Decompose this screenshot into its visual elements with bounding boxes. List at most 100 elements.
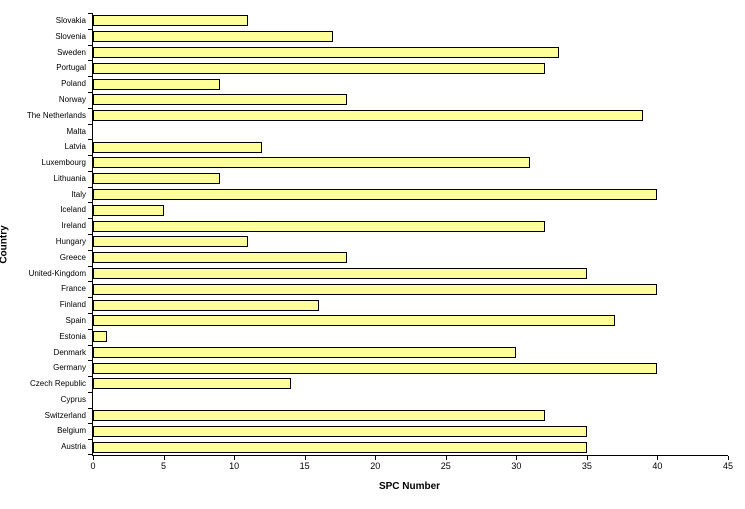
bar-austria: [93, 441, 587, 453]
bar-estonia: [93, 331, 108, 343]
y-axis-tick: [88, 266, 92, 267]
category-label: Hungary: [55, 237, 86, 246]
y-axis-tick: [88, 423, 92, 424]
chart-row: United-Kingdom: [29, 266, 728, 282]
chart-row: Cyprus: [61, 392, 728, 408]
chart-row: Ireland: [62, 218, 728, 234]
bar-sweden: [93, 46, 559, 58]
bar-iceland: [93, 204, 164, 216]
bar-latvia: [93, 141, 263, 153]
x-axis-tick: [586, 456, 588, 460]
category-label: Sweden: [57, 47, 86, 57]
x-axis-tick-label: 40: [652, 461, 663, 471]
chart-row: Slovenia: [55, 29, 728, 45]
category-label: Italy: [71, 189, 86, 199]
chart-row: Latvia: [65, 139, 728, 155]
y-axis-tick: [88, 297, 92, 298]
category-label: Slovenia: [55, 31, 86, 41]
bar-slovakia: [93, 15, 249, 27]
bar-slovenia: [93, 31, 333, 43]
y-axis-tick: [88, 360, 92, 361]
y-axis-tick: [88, 108, 92, 109]
chart-row: France: [61, 281, 728, 297]
category-label: Denmark: [53, 347, 86, 357]
y-axis-tick: [88, 376, 92, 377]
x-axis-tick-label: 20: [370, 461, 381, 471]
chart-row: Portugal: [56, 60, 728, 76]
bar-belgium: [93, 425, 587, 437]
bar-norway: [93, 94, 347, 106]
chart-row: Sweden: [57, 45, 728, 61]
category-label: Iceland: [60, 205, 86, 215]
category-label: Estonia: [59, 331, 86, 341]
category-label: United-Kingdom: [28, 268, 86, 278]
chart-row: Iceland: [60, 202, 728, 218]
category-label: Ireland: [61, 221, 86, 231]
x-axis-tick-label: 35: [581, 461, 592, 471]
bar-ireland: [93, 220, 545, 232]
x-axis-tick-label: 10: [229, 461, 240, 471]
category-label: Finland: [59, 300, 86, 310]
y-axis-tick: [88, 392, 92, 393]
bar-the-netherlands: [93, 110, 644, 122]
bar-denmark: [93, 346, 517, 358]
category-label: Malta: [66, 126, 86, 136]
category-label: Greece: [59, 252, 86, 262]
y-axis-tick: [88, 202, 92, 203]
category-label: Cyprus: [60, 394, 86, 404]
x-axis-tick: [93, 456, 94, 460]
bar-hungary: [93, 236, 249, 248]
x-axis-title: SPC Number: [378, 481, 441, 492]
bar-finland: [93, 299, 319, 311]
x-axis-tick: [516, 456, 518, 460]
plot-area: Slovakia Slovenia Sweden Portugal Poland Norw…: [27, 13, 733, 471]
category-label: Norway: [58, 94, 86, 104]
x-axis-tick: [163, 456, 165, 460]
category-label: Lithuania: [53, 173, 86, 183]
y-axis-tick: [88, 345, 92, 346]
y-axis-tick: [88, 408, 92, 409]
x-axis-tick-label: 15: [299, 461, 310, 471]
chart-row: Belgium: [57, 423, 728, 439]
x-axis-tick: [445, 456, 447, 460]
chart-row: Austria: [61, 439, 728, 455]
y-axis-tick: [88, 171, 92, 172]
category-label: Czech Republic: [29, 379, 86, 389]
y-axis-tick: [88, 60, 92, 61]
bar-portugal: [93, 62, 545, 74]
y-axis-tick: [88, 29, 92, 30]
chart-row: Lithuania: [54, 171, 728, 187]
category-label: France: [61, 284, 86, 294]
x-axis-tick: [304, 456, 306, 460]
chart-row: Norway: [59, 92, 728, 108]
bar-united-kingdom: [93, 267, 587, 279]
category-label: Austria: [61, 442, 86, 452]
category-label: Spain: [65, 315, 86, 325]
category-label: Switzerland: [44, 410, 86, 420]
category-label: Germany: [53, 363, 86, 373]
x-axis-tick: [657, 456, 659, 460]
chart-row: Czech Republic: [30, 376, 728, 392]
category-label: Belgium: [57, 426, 86, 436]
bar-france: [93, 283, 658, 295]
chart-row: Greece: [60, 250, 728, 266]
chart-row: Estonia: [59, 329, 728, 345]
chart-row: Denmark: [54, 345, 728, 361]
chart-row: The Netherlands: [27, 108, 728, 124]
category-label: The Netherlands: [26, 110, 86, 120]
chart-row: Finland: [60, 297, 728, 313]
y-axis-tick: [88, 281, 92, 282]
category-label: Poland: [61, 79, 86, 89]
y-axis-tick: [88, 187, 92, 188]
y-axis-tick: [88, 13, 92, 14]
chart-row: Germany: [53, 360, 728, 376]
y-axis-tick: [88, 45, 92, 46]
category-label: Portugal: [56, 63, 86, 73]
x-axis-tick-label: 30: [511, 461, 522, 471]
bar-luxembourg: [93, 157, 531, 169]
y-axis-tick: [88, 329, 92, 330]
y-axis-tick: [88, 250, 92, 251]
y-axis-tick: [88, 439, 92, 440]
y-axis-tick: [88, 313, 92, 314]
